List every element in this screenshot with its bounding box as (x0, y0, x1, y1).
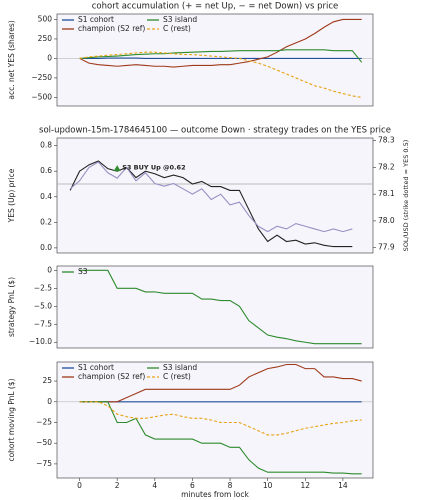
series-line (79, 363, 362, 403)
legend-label: S1 cohort (78, 15, 114, 24)
series-line (69, 160, 353, 248)
y-tick-label: −10.0 (29, 337, 52, 346)
y-tick-label: 500 (38, 14, 53, 23)
x-tick-label: 4 (152, 481, 157, 490)
series-line (79, 401, 362, 475)
plot-background (56, 137, 374, 254)
legend-label: S3 island (163, 15, 197, 24)
y2-tick-label: 78.0 (378, 216, 395, 225)
legend-label: C (rest) (163, 372, 191, 381)
y-tick-label: −250 (31, 73, 52, 82)
series-line (79, 18, 362, 68)
y-tick-label: −50 (36, 438, 52, 447)
y2-tick-label: 77.9 (378, 243, 395, 252)
y-tick-label: 0.0 (40, 243, 52, 252)
y-tick-label: −500 (31, 92, 52, 101)
y2-axis-label: SOL/USD (strike dotted = YES 0.5) (402, 140, 410, 252)
y-tick-label: −5.0 (34, 301, 52, 310)
y2-tick-label: 78.3 (378, 136, 395, 145)
y-tick-label: 250 (38, 34, 53, 43)
x-tick-label: 6 (190, 481, 195, 490)
y-tick-label: −2.5 (34, 283, 52, 292)
y-tick-label: −7.5 (34, 319, 52, 328)
y-tick-label: 0 (47, 53, 52, 62)
x-tick-label: 8 (228, 481, 233, 490)
y-axis-label: YES (Up) price (7, 168, 16, 223)
x-tick-label: 14 (338, 481, 348, 490)
x-tick-label: 12 (301, 481, 311, 490)
y-tick-label: 0 (47, 265, 52, 274)
legend-label: S3 island (163, 363, 197, 372)
y-tick-label: −25 (36, 417, 52, 426)
legend-label: champion (S2 ref) (78, 24, 145, 33)
y-tick-label: 0.2 (40, 217, 52, 226)
series-line (79, 49, 363, 63)
x-axis-label: minutes from lock (181, 490, 249, 499)
plot-background (56, 361, 374, 479)
y-axis-label: acc. net YES (shares) (7, 20, 16, 99)
y-tick-label: 0 (47, 397, 52, 406)
trade-marker (113, 165, 121, 172)
chart-title: cohort accumulation (+ = net Up, − = net… (92, 2, 339, 12)
series-line (79, 51, 362, 98)
y2-tick-label: 78.1 (378, 189, 395, 198)
annotation: S3 BUY Up @0.62 (122, 164, 185, 172)
y-tick-label: 0.8 (40, 141, 52, 150)
x-tick-label: 0 (77, 481, 82, 490)
chart-title: sol-updown-15m-1784645100 — outcome Down… (39, 126, 391, 136)
y-axis-label: strategy PnL ($) (7, 277, 16, 337)
legend-label: S1 cohort (78, 363, 114, 372)
series-line (79, 269, 362, 345)
y-tick-label: −75 (36, 459, 52, 468)
series-line (79, 401, 362, 436)
series-line (69, 161, 353, 233)
y2-tick-label: 78.2 (378, 162, 395, 171)
y-tick-label: 0.4 (40, 192, 52, 201)
y-tick-label: 0.6 (40, 166, 52, 175)
y-axis-label: cohort moving PnL ($) (7, 378, 16, 461)
legend-label: champion (S2 ref) (78, 372, 145, 381)
legend-label: S3 (78, 267, 88, 276)
plot-background (56, 265, 374, 349)
x-tick-label: 10 (263, 481, 273, 490)
x-tick-label: 2 (115, 481, 120, 490)
y-tick-label: 25 (42, 376, 52, 385)
legend-label: C (rest) (163, 24, 191, 33)
